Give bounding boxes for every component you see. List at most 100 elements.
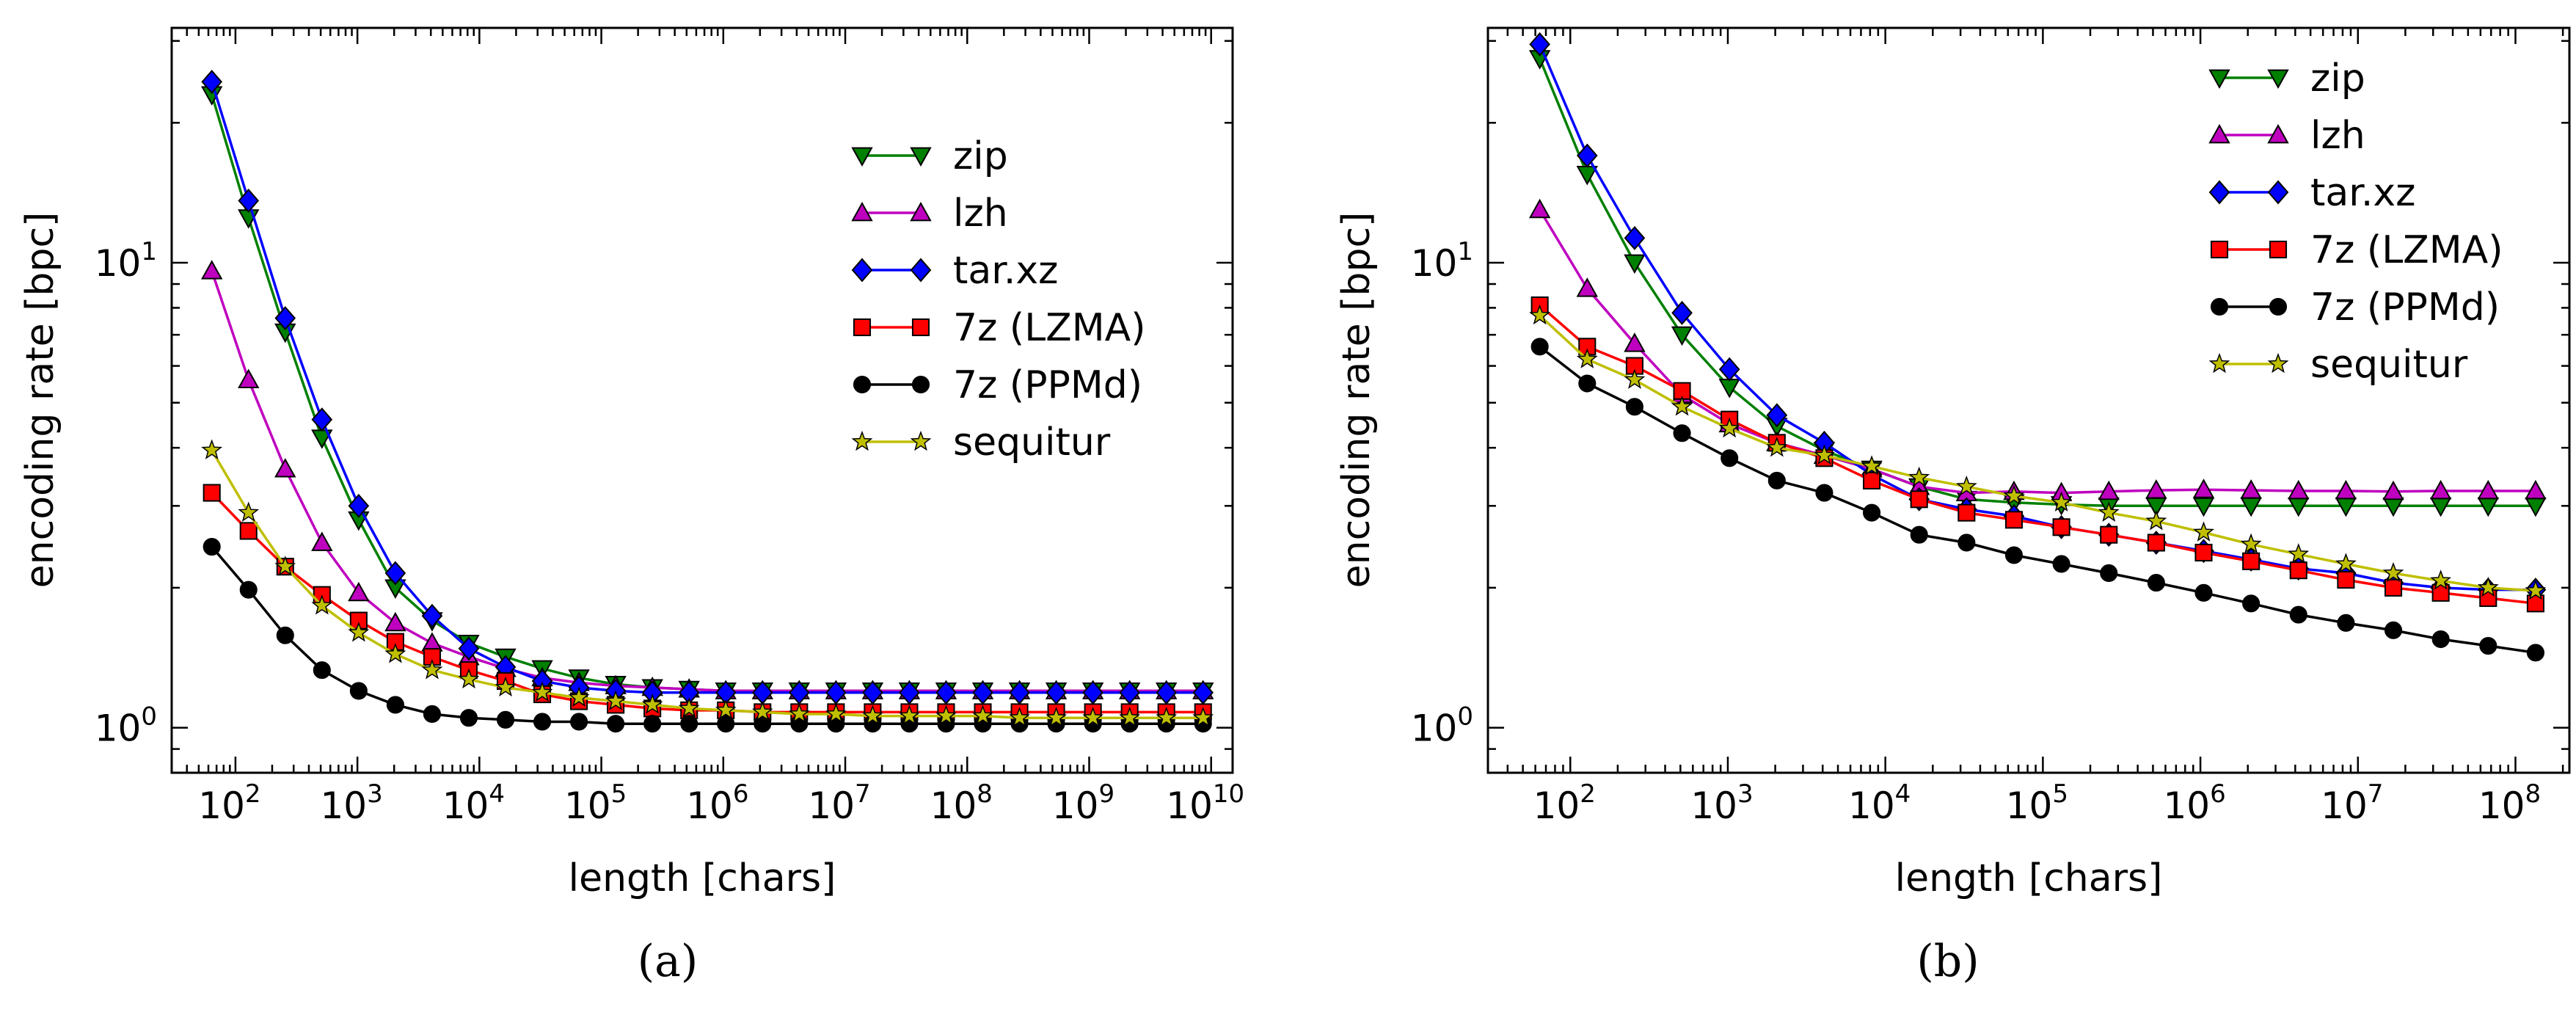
data-point bbox=[2429, 479, 2452, 500]
data-point bbox=[1718, 357, 1740, 382]
data-point bbox=[2526, 644, 2544, 662]
data-point bbox=[384, 611, 406, 632]
data-point bbox=[1671, 300, 1693, 325]
data-point bbox=[348, 493, 370, 518]
data-point bbox=[2098, 501, 2120, 522]
series-line bbox=[211, 449, 1203, 719]
data-point bbox=[2525, 579, 2547, 600]
data-point bbox=[2052, 518, 2070, 536]
data-point bbox=[2240, 533, 2262, 553]
legend-entry: 7z (PPMd) bbox=[853, 363, 1142, 407]
data-point bbox=[1046, 707, 1068, 727]
axis-ticks bbox=[1486, 28, 2569, 774]
data-point bbox=[1530, 338, 1549, 356]
data-point bbox=[531, 681, 553, 702]
legend-entry: 7z (LZMA) bbox=[2210, 228, 2503, 272]
series-line bbox=[1539, 314, 2536, 592]
axis-ticks bbox=[170, 28, 1233, 774]
panel-b-caption: (b) bbox=[1916, 936, 1979, 987]
legend-marker bbox=[851, 430, 873, 451]
data-point bbox=[568, 686, 590, 707]
data-point bbox=[1955, 475, 1977, 496]
data-point bbox=[2052, 555, 2070, 573]
data-point bbox=[1625, 398, 1643, 416]
data-point bbox=[1156, 707, 1178, 727]
data-point bbox=[1082, 707, 1104, 727]
x-tick-label: 103 bbox=[1690, 779, 1753, 827]
legend-entry: tar.xz bbox=[2208, 171, 2415, 215]
legend-entry: sequitur bbox=[851, 421, 1111, 465]
plot-a-frame bbox=[170, 26, 1234, 774]
legend-marker bbox=[910, 147, 932, 167]
legend-marker bbox=[910, 258, 932, 283]
x-tick-label: 103 bbox=[321, 779, 383, 827]
data-point bbox=[2335, 553, 2357, 573]
data-point bbox=[1910, 525, 1928, 544]
data-point bbox=[384, 643, 406, 663]
y-tick-label: 100 bbox=[95, 702, 157, 750]
data-point bbox=[2100, 525, 2118, 544]
legend-marker bbox=[911, 318, 930, 337]
legend-marker bbox=[2208, 352, 2230, 374]
legend-label: lzh bbox=[953, 192, 1008, 236]
panel-b-xlabel: length [chars] bbox=[1895, 856, 2163, 900]
data-point bbox=[201, 70, 223, 94]
legend-marker bbox=[2269, 240, 2288, 259]
data-point bbox=[1529, 32, 1550, 57]
data-point bbox=[274, 556, 296, 576]
legend: zip lzh tar.xz 7z (LZMA) 7z (PPMd) sequitur bbox=[851, 134, 1146, 465]
legend-marker bbox=[2267, 69, 2289, 90]
data-point bbox=[1766, 437, 1788, 457]
legend-marker bbox=[2269, 297, 2288, 316]
series-line bbox=[1538, 58, 2536, 508]
data-point bbox=[239, 522, 258, 540]
data-point bbox=[349, 682, 368, 700]
x-tick-label: 102 bbox=[1533, 779, 1596, 827]
data-point bbox=[2004, 546, 2024, 564]
x-tick-label: 109 bbox=[1052, 779, 1114, 827]
legend-marker bbox=[851, 258, 873, 283]
data-point bbox=[2288, 479, 2310, 500]
data-point bbox=[348, 622, 370, 642]
legend-marker bbox=[910, 430, 932, 451]
data-point bbox=[1814, 444, 1835, 465]
legend-entry: sequitur bbox=[2208, 343, 2468, 387]
data-point bbox=[200, 260, 223, 280]
data-point bbox=[1576, 143, 1598, 168]
data-point bbox=[972, 705, 993, 725]
data-point bbox=[384, 561, 406, 586]
data-point bbox=[348, 581, 370, 602]
series-line bbox=[1538, 43, 2536, 591]
legend-entry: lzh bbox=[851, 192, 1008, 236]
data-point bbox=[459, 709, 478, 727]
data-point bbox=[1576, 348, 1598, 368]
legend-label: 7z (LZMA) bbox=[2310, 228, 2503, 272]
data-point bbox=[202, 484, 221, 502]
legend-label: tar.xz bbox=[953, 249, 1058, 293]
legend-marker bbox=[853, 375, 872, 394]
legend-label: 7z (PPMd) bbox=[2310, 285, 2500, 330]
legend-marker bbox=[911, 375, 930, 394]
legend-marker bbox=[853, 318, 872, 337]
data-point bbox=[238, 368, 260, 388]
legend-entry: 7z (LZMA) bbox=[853, 306, 1146, 350]
data-point bbox=[2098, 480, 2120, 500]
legend-marker bbox=[851, 201, 873, 222]
x-tick-label: 108 bbox=[930, 779, 993, 827]
series-7z-ppmd- bbox=[1530, 338, 2544, 662]
x-tick-label: 102 bbox=[198, 779, 260, 827]
data-point bbox=[2240, 479, 2262, 499]
data-point bbox=[496, 710, 515, 729]
series-line bbox=[211, 545, 1203, 725]
data-point bbox=[2147, 574, 2165, 592]
data-point bbox=[458, 636, 480, 661]
x-tick-label: 106 bbox=[686, 779, 748, 827]
data-point bbox=[2051, 491, 2073, 512]
legend-entry: 7z (PPMd) bbox=[2210, 285, 2500, 330]
data-point bbox=[2335, 479, 2357, 500]
data-point bbox=[1957, 534, 1976, 552]
y-tick-label: 100 bbox=[1411, 702, 1473, 750]
data-point bbox=[1721, 449, 1739, 467]
series-line bbox=[211, 81, 1203, 694]
legend-label: sequitur bbox=[953, 421, 1111, 465]
